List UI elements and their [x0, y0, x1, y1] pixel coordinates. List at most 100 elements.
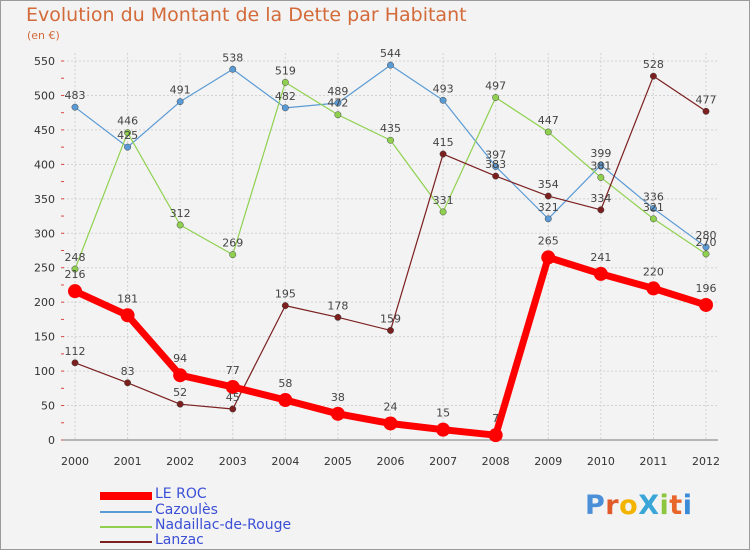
- data-point: [492, 162, 500, 170]
- data-label: 265: [538, 234, 559, 247]
- y-tick-label: 50: [41, 400, 55, 413]
- data-point: [544, 192, 552, 200]
- x-tick-label: 2008: [482, 455, 510, 468]
- data-label: 528: [643, 58, 664, 71]
- data-point: [334, 99, 342, 107]
- data-point: [71, 265, 79, 273]
- data-point: [71, 103, 79, 111]
- data-label: 159: [380, 312, 401, 325]
- data-label: 52: [173, 386, 187, 399]
- data-label: 334: [590, 192, 611, 205]
- data-point: [71, 359, 79, 367]
- x-tick-label: 2005: [324, 455, 352, 468]
- data-point: [120, 308, 135, 323]
- data-label: 196: [696, 282, 717, 295]
- y-tick-label: 550: [34, 55, 55, 68]
- data-point: [492, 172, 500, 180]
- y-tick-label: 250: [34, 262, 55, 275]
- y-tick-label: 400: [34, 158, 55, 171]
- data-point: [699, 297, 713, 312]
- data-label: 399: [590, 147, 611, 160]
- data-label: 489: [327, 85, 348, 98]
- data-label: 397: [485, 148, 506, 161]
- x-tick-label: 2009: [534, 455, 562, 468]
- data-point: [488, 428, 503, 443]
- data-point: [281, 104, 289, 112]
- data-point: [439, 150, 447, 158]
- data-point: [387, 61, 394, 69]
- data-label: 415: [433, 136, 454, 149]
- y-tick-label: 100: [34, 365, 55, 378]
- data-point: [541, 250, 556, 265]
- x-tick-label: 2001: [114, 455, 142, 468]
- data-label: 383: [485, 158, 506, 171]
- data-point: [225, 379, 240, 394]
- data-point: [702, 107, 710, 115]
- data-point: [176, 400, 184, 408]
- x-tick-label: 2011: [639, 455, 667, 468]
- data-label: 58: [278, 377, 292, 390]
- data-point: [387, 326, 394, 334]
- data-point: [593, 266, 608, 281]
- data-point: [278, 393, 293, 408]
- data-point: [646, 281, 661, 296]
- legend-swatch: [100, 492, 152, 500]
- legend-label: Lanzac: [155, 532, 204, 548]
- legend-label: LE ROC: [155, 486, 207, 502]
- data-label: 321: [538, 201, 559, 214]
- data-label: 491: [170, 84, 191, 97]
- data-point: [597, 161, 605, 169]
- data-label: 280: [696, 229, 717, 242]
- data-label: 83: [121, 365, 135, 378]
- data-label: 477: [696, 93, 717, 106]
- data-point: [439, 208, 447, 216]
- data-label: 321: [643, 201, 664, 214]
- data-label: 538: [222, 51, 243, 64]
- data-point: [281, 302, 289, 310]
- data-point: [229, 251, 237, 259]
- data-label: 312: [170, 207, 191, 220]
- data-point: [492, 94, 500, 101]
- y-tick-label: 300: [34, 227, 55, 240]
- legend-label: Cazoulès: [155, 502, 218, 518]
- x-tick-label: 2003: [219, 455, 247, 468]
- data-label: 45: [226, 391, 240, 404]
- data-point: [124, 129, 132, 137]
- data-label: 354: [538, 178, 559, 191]
- data-point: [649, 72, 657, 80]
- data-point: [649, 205, 657, 212]
- data-point: [334, 313, 342, 321]
- chart-title: Evolution du Montant de la Dette par Hab…: [26, 4, 467, 26]
- data-point: [597, 206, 605, 214]
- data-label: 112: [65, 345, 86, 358]
- data-label: 94: [173, 352, 187, 365]
- data-point: [124, 379, 132, 387]
- data-label: 493: [433, 82, 454, 95]
- data-label: 446: [117, 115, 138, 128]
- y-tick-label: 350: [34, 193, 55, 206]
- data-label: 220: [643, 265, 664, 278]
- data-point: [544, 128, 552, 136]
- data-label: 77: [226, 364, 240, 377]
- x-tick-label: 2007: [429, 455, 457, 468]
- legend-swatch: [100, 526, 152, 528]
- y-tick-label: 200: [34, 296, 55, 309]
- x-tick-label: 2002: [166, 455, 194, 468]
- data-point: [544, 215, 552, 223]
- legend-swatch: [100, 541, 152, 543]
- data-label: 7: [492, 412, 499, 425]
- data-label: 24: [384, 400, 398, 413]
- data-label: 482: [275, 90, 296, 103]
- data-point: [124, 143, 132, 151]
- data-label: 248: [65, 251, 86, 264]
- data-point: [387, 136, 394, 144]
- data-label: 178: [327, 299, 348, 312]
- data-point: [176, 221, 184, 229]
- data-label: 241: [590, 251, 611, 264]
- data-point: [173, 368, 188, 383]
- data-point: [68, 284, 82, 299]
- data-point: [281, 78, 289, 86]
- data-point: [702, 243, 710, 251]
- data-label: 381: [590, 159, 611, 172]
